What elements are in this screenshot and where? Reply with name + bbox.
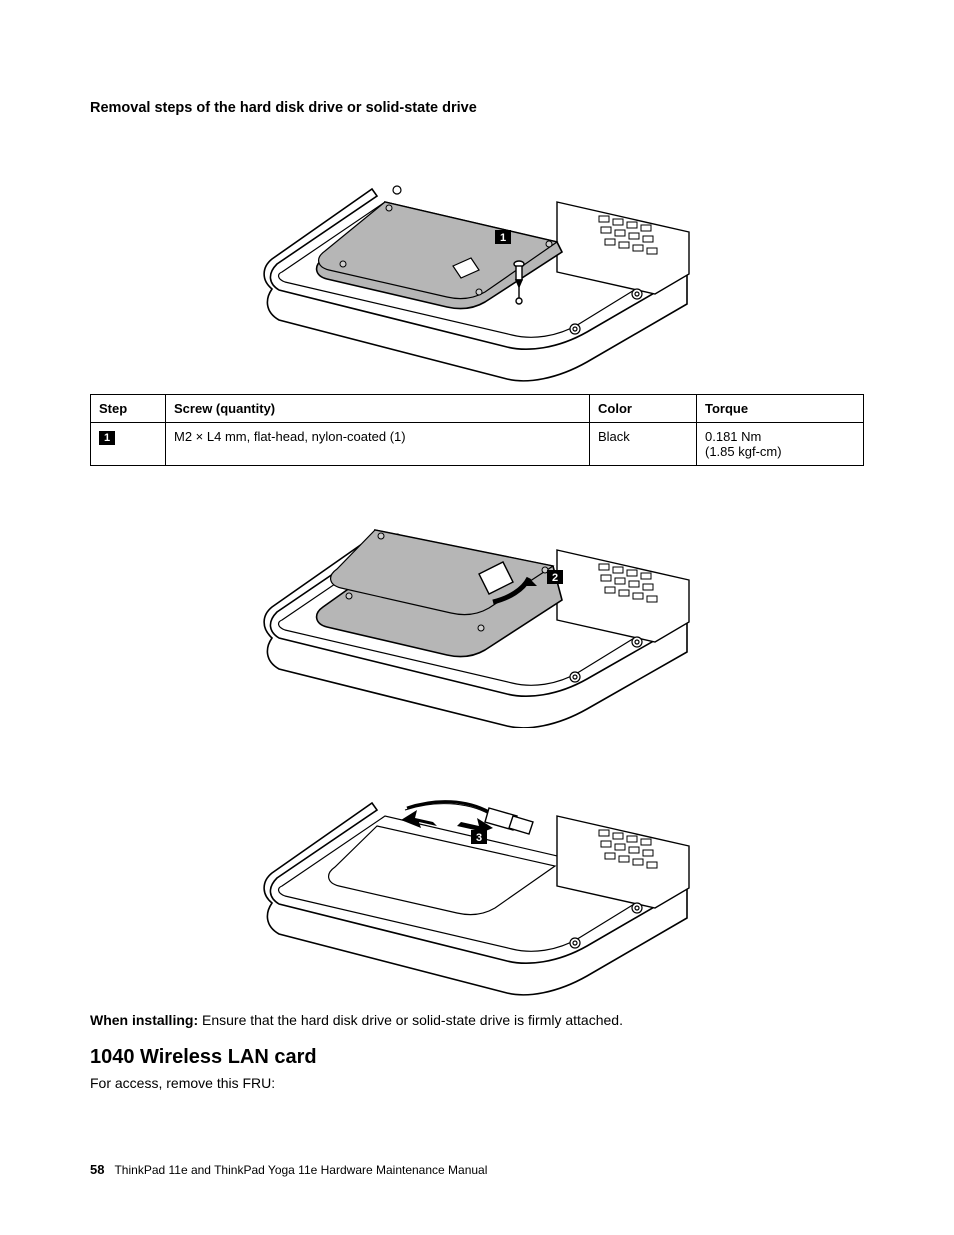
figure-step-3: 3 bbox=[90, 738, 864, 998]
access-text: For access, remove this FRU: bbox=[90, 1075, 864, 1091]
page: Removal steps of the hard disk drive or … bbox=[0, 0, 954, 1235]
figure-step-2: 2 bbox=[90, 478, 864, 728]
page-footer: 58 ThinkPad 11e and ThinkPad Yoga 11e Har… bbox=[90, 1162, 487, 1177]
heading-1040: 1040 Wireless LAN card bbox=[90, 1046, 864, 1069]
cell-screw: M2 × L4 mm, flat-head, nylon-coated (1) bbox=[166, 423, 590, 466]
table-header-row: Step Screw (quantity) Color Torque bbox=[91, 395, 864, 423]
figure-step-1: 1 bbox=[90, 124, 864, 384]
cell-torque: 0.181 Nm (1.85 kgf-cm) bbox=[697, 423, 864, 466]
callout-1-label: 1 bbox=[500, 232, 506, 244]
step-badge: 1 bbox=[99, 431, 115, 445]
screw-table: Step Screw (quantity) Color Torque 1 M2 … bbox=[90, 394, 864, 466]
th-step: Step bbox=[91, 395, 166, 423]
torque-line2: (1.85 kgf-cm) bbox=[705, 444, 855, 459]
section-title: Removal steps of the hard disk drive or … bbox=[90, 100, 864, 116]
th-torque: Torque bbox=[697, 395, 864, 423]
install-note-label: When installing: bbox=[90, 1012, 198, 1028]
diagram-hdd-screw: 1 bbox=[257, 124, 697, 384]
th-color: Color bbox=[590, 395, 697, 423]
callout-3-label: 3 bbox=[476, 832, 482, 844]
cell-color: Black bbox=[590, 423, 697, 466]
callout-2-label: 2 bbox=[552, 572, 558, 584]
install-note-text: Ensure that the hard disk drive or solid… bbox=[198, 1012, 623, 1028]
footer-title: ThinkPad 11e and ThinkPad Yoga 11e Hardw… bbox=[114, 1163, 487, 1177]
diagram-hdd-slide: 3 bbox=[257, 738, 697, 998]
th-screw: Screw (quantity) bbox=[166, 395, 590, 423]
diagram-hdd-lift: 2 bbox=[257, 478, 697, 728]
footer-page-number: 58 bbox=[90, 1162, 104, 1177]
torque-line1: 0.181 Nm bbox=[705, 429, 855, 444]
cell-step: 1 bbox=[91, 423, 166, 466]
table-row: 1 M2 × L4 mm, flat-head, nylon-coated (1… bbox=[91, 423, 864, 466]
install-note: When installing: Ensure that the hard di… bbox=[90, 1012, 864, 1028]
